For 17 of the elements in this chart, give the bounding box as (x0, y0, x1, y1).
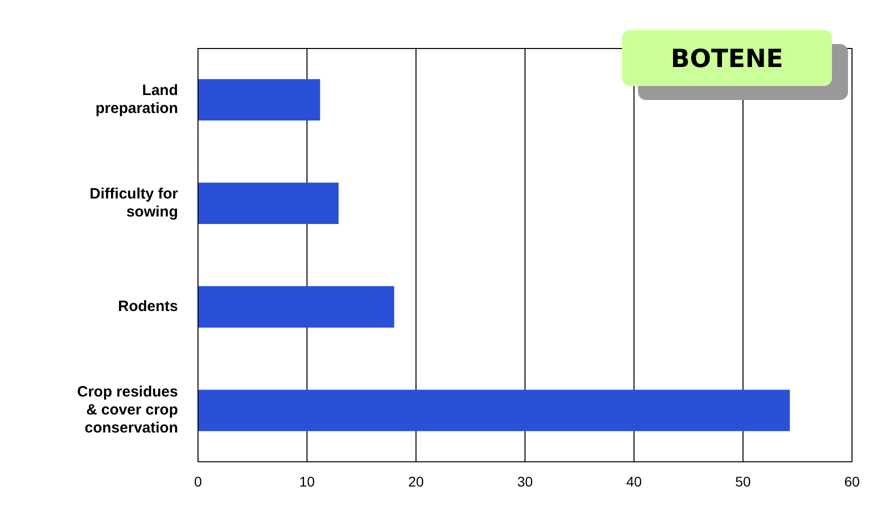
y-tick-label: Rodents (118, 298, 178, 316)
x-tick-label: 10 (299, 473, 315, 490)
title-box: BOTENE (622, 30, 832, 86)
y-tick-label: Difficulty for sowing (90, 185, 178, 220)
chart-title: BOTENE (670, 44, 784, 72)
x-tick-label: 60 (844, 473, 860, 490)
bar (198, 286, 394, 328)
x-tick-label: 0 (194, 473, 202, 490)
y-tick-label: Land preparation (95, 82, 178, 117)
bar (198, 79, 320, 120)
x-tick-label: 30 (517, 473, 533, 490)
y-tick-label: Crop residues & cover crop conservation (77, 384, 178, 437)
x-tick-label: 40 (626, 473, 642, 490)
x-tick-label: 50 (735, 473, 751, 490)
bar (198, 182, 339, 224)
bar (198, 390, 790, 432)
x-tick-label: 20 (408, 473, 424, 490)
